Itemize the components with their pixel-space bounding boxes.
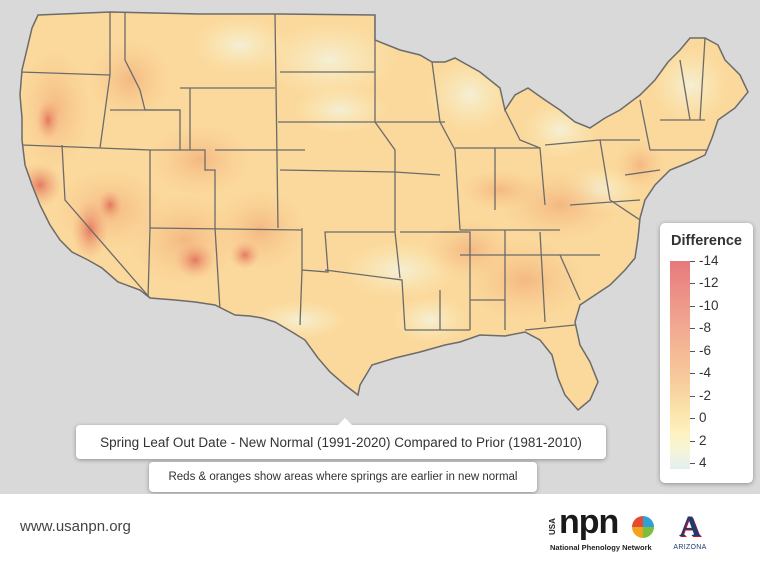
arizona-a-icon: A bbox=[679, 510, 701, 543]
legend-label: -10 bbox=[690, 298, 719, 313]
legend-label: -8 bbox=[690, 320, 711, 335]
map-title: Spring Leaf Out Date - New Normal (1991-… bbox=[100, 434, 582, 450]
map-subtitle-popup: Reds & oranges show areas where springs … bbox=[149, 462, 537, 492]
us-map[interactable] bbox=[0, 0, 760, 494]
legend-label: 0 bbox=[690, 410, 707, 425]
legend-label: 4 bbox=[690, 455, 707, 470]
legend-label: 2 bbox=[690, 433, 707, 448]
legend-label: -2 bbox=[690, 388, 711, 403]
npn-globe-icon bbox=[632, 516, 654, 538]
difference-heat-layer bbox=[20, 15, 730, 345]
npn-wordmark: npn bbox=[559, 503, 619, 541]
arizona-logo: A ARIZONA bbox=[670, 510, 710, 556]
map-panel[interactable]: Difference -14 -12 -10 -8 -6 -4 -2 0 2 4… bbox=[0, 0, 760, 494]
legend-label: -6 bbox=[690, 343, 711, 358]
map-subtitle: Reds & oranges show areas where springs … bbox=[168, 471, 518, 483]
legend-label: -14 bbox=[690, 253, 719, 268]
legend-label: -12 bbox=[690, 275, 719, 290]
legend-color-ramp bbox=[670, 261, 690, 469]
npn-name: National Phenology Network bbox=[550, 543, 652, 552]
legend-label: -4 bbox=[690, 365, 711, 380]
difference-legend: Difference -14 -12 -10 -8 -6 -4 -2 0 2 4 bbox=[660, 223, 753, 483]
footer-url[interactable]: www.usanpn.org bbox=[20, 518, 131, 535]
legend-title: Difference bbox=[671, 233, 742, 249]
npn-logo: USA npn National Phenology Network bbox=[548, 503, 658, 556]
state-borders bbox=[20, 12, 710, 331]
npn-usa-label: USA bbox=[548, 518, 557, 536]
arizona-wordmark: ARIZONA bbox=[673, 544, 707, 551]
map-title-popup: Spring Leaf Out Date - New Normal (1991-… bbox=[76, 418, 606, 459]
popup-pointer bbox=[338, 418, 352, 425]
